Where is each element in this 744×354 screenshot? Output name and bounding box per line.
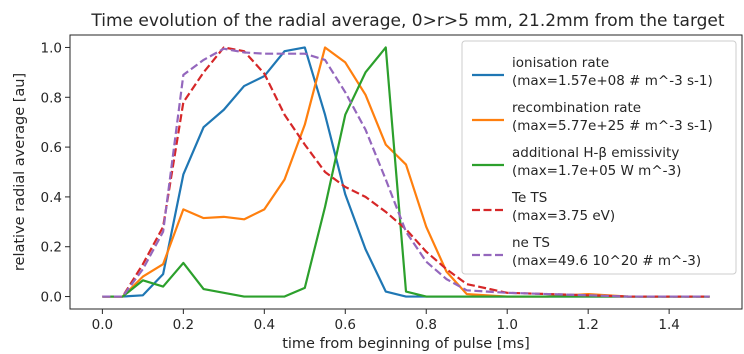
axes: 0.0 0.2 0.4 0.6 0.8 1.0 1.2 1.4 0.0 0.2 0.4 0.6 0.8 1… xyxy=(41,34,743,333)
x-tick-label: 1.4 xyxy=(658,317,679,333)
legend-entry-name: additional H-β emissivity xyxy=(512,145,679,161)
y-tick-label: 1.0 xyxy=(41,40,62,56)
legend-box xyxy=(461,40,737,275)
x-tick-label: 0.8 xyxy=(415,317,436,333)
legend-entry-max: (max=49.6 10^20 # m^-3) xyxy=(512,253,701,269)
legend-entry-name: ne TS xyxy=(512,235,550,251)
series-line-4 xyxy=(102,47,710,298)
legend-entry-name: recombination rate xyxy=(512,100,641,116)
x-tick-label: 1.0 xyxy=(496,317,517,333)
x-tick-label: 0.0 xyxy=(92,317,113,333)
y-tick-label: 0.0 xyxy=(41,290,62,306)
y-tick-label: 0.8 xyxy=(41,90,62,106)
x-tick-label: 0.6 xyxy=(335,317,356,333)
legend-entry-name: ionisation rate xyxy=(512,55,609,71)
legend-entry-max: (max=5.77e+25 # m^-3 s-1) xyxy=(512,118,713,134)
y-axis-label: relative radial average [au] xyxy=(12,73,28,271)
chart-title: Time evolution of the radial average, 0>… xyxy=(90,11,724,31)
x-tick-label: 0.4 xyxy=(254,317,275,333)
x-tick-label: 1.2 xyxy=(577,317,598,333)
legend-entry-name: Te TS xyxy=(511,190,547,206)
x-axis-label: time from beginning of pulse [ms] xyxy=(282,336,530,352)
legend-entry-max: (max=3.75 eV) xyxy=(512,208,615,224)
series-layer xyxy=(102,46,710,298)
legend: ionisation rate (max=1.57e+08 # m^-3 s-1)… xyxy=(461,40,737,275)
y-tick-label: 0.2 xyxy=(41,240,62,256)
axes-frame xyxy=(69,34,743,310)
y-tick-label: 0.4 xyxy=(41,190,62,206)
y-tick-label: 0.6 xyxy=(41,140,62,156)
legend-entry-max: (max=1.57e+08 # m^-3 s-1) xyxy=(512,73,713,89)
series-line-2 xyxy=(102,46,710,298)
x-tick-label: 0.2 xyxy=(173,317,194,333)
legend-entry-max: (max=1.7e+05 W m^-3) xyxy=(512,163,681,179)
